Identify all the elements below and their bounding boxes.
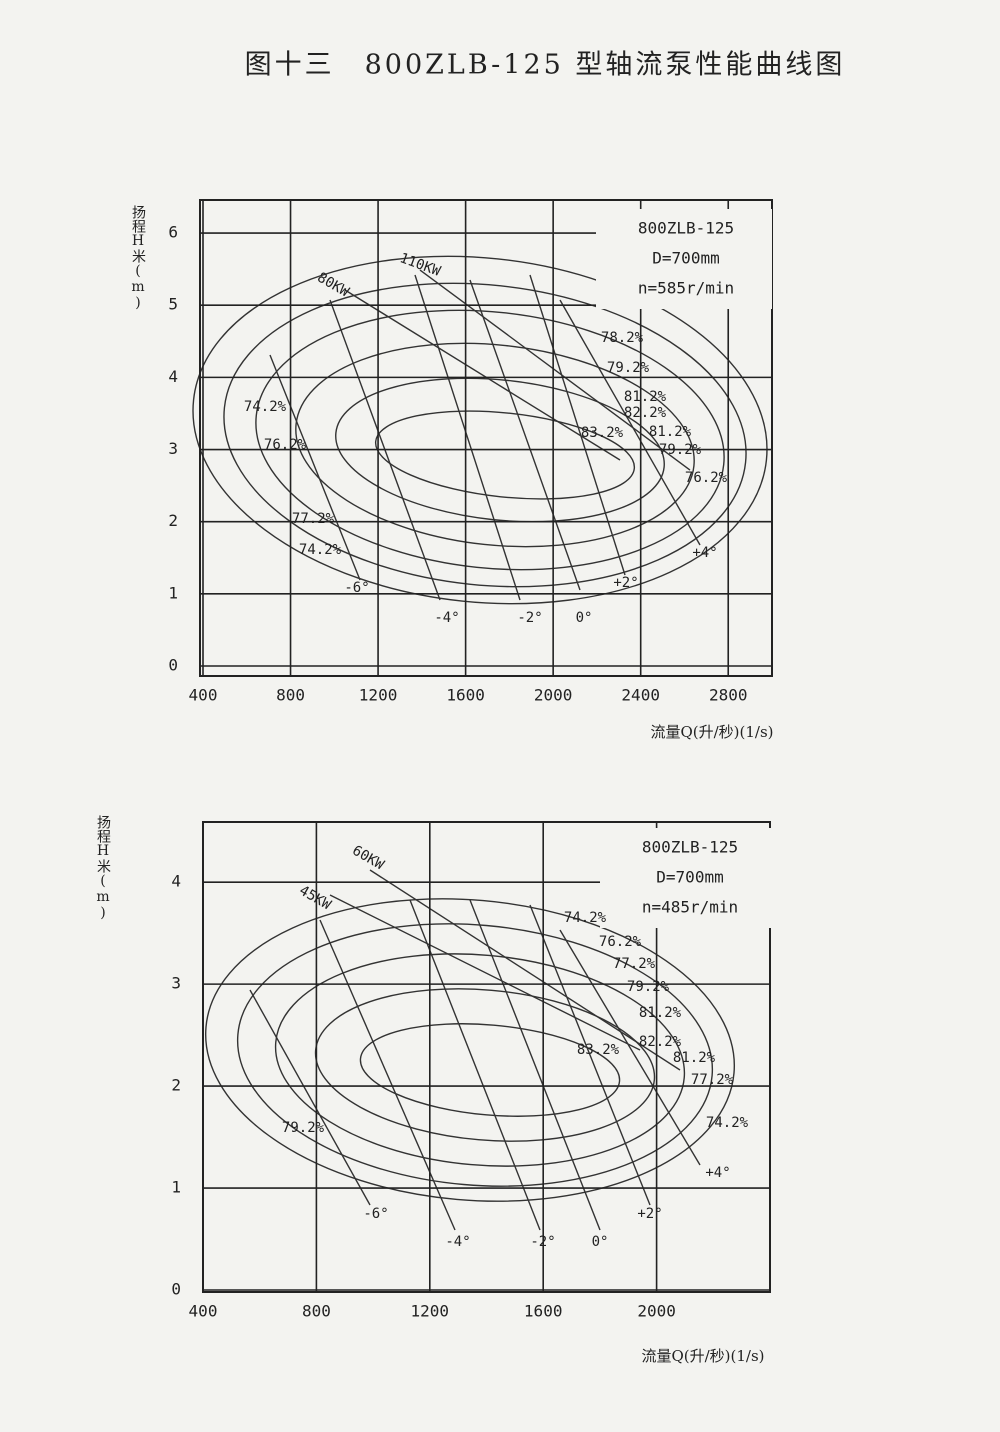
annotation: -2°: [517, 610, 542, 626]
annotation: 79.2%: [607, 360, 650, 376]
annotation: 81.2%: [624, 389, 667, 405]
y-axis-label: 扬程H米(m): [95, 815, 111, 921]
x-axis-label: 流量Q(升/秒)(1/s): [641, 1347, 764, 1365]
annotation: -2°: [530, 1234, 555, 1250]
x-tick-label: 400: [189, 1302, 218, 1321]
annotation: 45KW: [296, 883, 334, 914]
annotation: +4°: [692, 545, 717, 561]
annotation: 81.2%: [639, 1005, 682, 1021]
annotation: 81.2%: [673, 1050, 716, 1066]
annotation: +4°: [705, 1165, 730, 1181]
annotation: 74.2%: [299, 542, 342, 558]
annotation: 110KW: [397, 250, 443, 280]
y-tick-label: 1: [171, 1178, 181, 1197]
annotation: 83.2%: [581, 425, 624, 441]
annotation: 82.2%: [639, 1034, 682, 1050]
y-tick-label: 4: [168, 367, 178, 386]
info-text: 800ZLB-125: [642, 838, 738, 857]
info-text: D=700mm: [656, 868, 723, 887]
x-tick-label: 1600: [524, 1302, 563, 1321]
y-tick-label: 0: [168, 656, 178, 675]
annotation: 74.2%: [706, 1115, 749, 1131]
annotation: 79.2%: [282, 1120, 325, 1136]
x-tick-label: 800: [276, 686, 305, 705]
annotation: 77.2%: [613, 956, 656, 972]
annotation: -4°: [434, 610, 459, 626]
annotation: 79.2%: [627, 979, 670, 995]
x-tick-label: 2400: [621, 686, 660, 705]
plot-frame: [199, 199, 773, 677]
y-tick-label: 6: [168, 223, 178, 242]
annotation: 0°: [592, 1234, 609, 1250]
y-tick-label: 2: [168, 511, 178, 530]
x-tick-label: 400: [189, 686, 218, 705]
y-tick-label: 2: [171, 1076, 181, 1095]
annotation: 76.2%: [599, 934, 642, 950]
x-tick-label: 1600: [446, 686, 485, 705]
annotation: 74.2%: [564, 910, 607, 926]
x-tick-label: 1200: [411, 1302, 450, 1321]
y-tick-label: 5: [168, 295, 178, 314]
annotation: 78.2%: [601, 330, 644, 346]
info-text: 800ZLB-125: [638, 219, 734, 238]
info-text: n=585r/min: [638, 279, 734, 298]
x-tick-label: 1200: [359, 686, 398, 705]
x-tick-label: 800: [302, 1302, 331, 1321]
annotation: 74.2%: [244, 399, 287, 415]
y-tick-label: 4: [171, 872, 181, 891]
x-tick-label: 2000: [637, 1302, 676, 1321]
x-axis-label: 流量Q(升/秒)(1/s): [650, 723, 773, 741]
x-tick-label: 2800: [709, 686, 748, 705]
annotation: 82.2%: [624, 405, 667, 421]
annotation: +2°: [613, 575, 638, 591]
info-text: n=485r/min: [642, 898, 738, 917]
annotation: +2°: [637, 1206, 662, 1222]
annotation: 60KW: [349, 843, 387, 874]
info-box: [596, 209, 772, 309]
annotation: 83.2%: [577, 1042, 620, 1058]
x-tick-label: 2000: [534, 686, 573, 705]
annotation: 0°: [576, 610, 593, 626]
annotation: 77.2%: [292, 511, 335, 527]
annotation: 81.2%: [649, 424, 692, 440]
info-box: [600, 828, 776, 928]
page-title: 图十三 800ZLB-125 型轴流泵性能曲线图: [245, 50, 846, 81]
annotation: -6°: [363, 1206, 388, 1222]
curves: [192, 255, 768, 1231]
y-tick-label: 0: [171, 1280, 181, 1299]
annotation: 77.2%: [691, 1072, 734, 1088]
annotation: 76.2%: [264, 437, 307, 453]
y-axis-label: 扬程H米(m): [130, 205, 146, 311]
annotation: 76.2%: [685, 470, 728, 486]
y-tick-label: 1: [168, 583, 178, 602]
info-text: D=700mm: [652, 249, 719, 268]
y-tick-label: 3: [171, 974, 181, 993]
y-tick-label: 3: [168, 439, 178, 458]
annotation: -4°: [445, 1234, 470, 1250]
annotation: 79.2%: [659, 442, 702, 458]
annotation: 80KW: [314, 270, 352, 301]
annotation: -6°: [344, 580, 369, 596]
